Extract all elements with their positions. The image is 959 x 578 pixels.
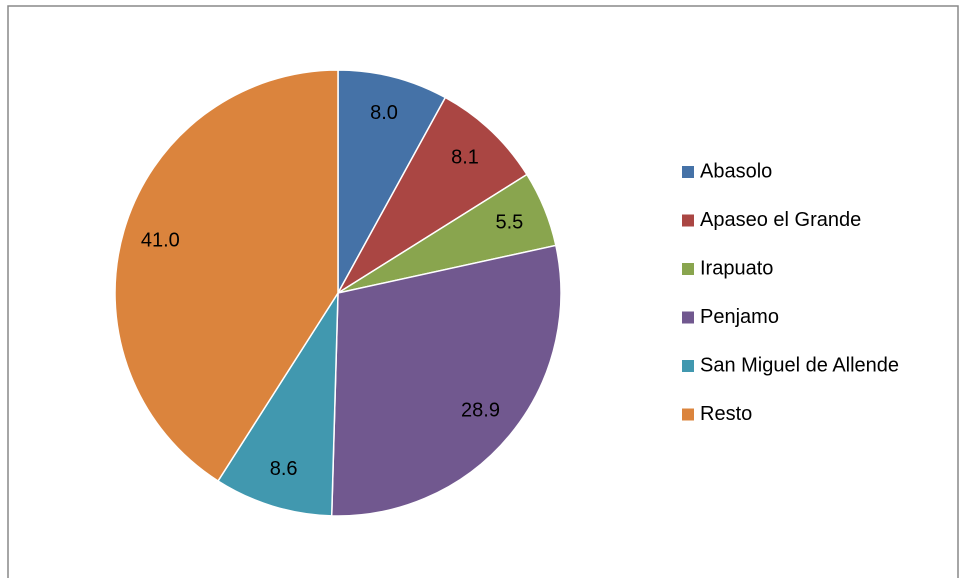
legend-swatch [682,360,694,372]
legend-label: Apaseo el Grande [700,209,861,231]
data-label: 8.0 [370,102,398,124]
pie-slice [216,290,339,517]
legend-swatch [682,214,694,227]
pie-slice [330,244,562,517]
legend-label: San Miguel de Allende [700,354,899,376]
legend-label: Abasolo [700,160,772,182]
pie-slice [335,96,528,296]
legend-swatch [682,263,694,275]
legend-swatch [682,408,694,421]
data-label: 28.9 [461,399,500,421]
data-label: 41.0 [141,229,180,251]
pie-slice [114,69,339,483]
legend-swatch [682,166,694,178]
data-label: 8.1 [451,147,479,169]
legend-swatch [682,311,694,324]
data-label: 5.5 [495,211,523,233]
pie-slice [337,69,447,294]
legend-label: Irapuato [700,257,773,279]
data-label: 8.6 [270,458,298,480]
legend-label: Penjamo [700,306,779,328]
legend-label: Resto [700,403,752,425]
